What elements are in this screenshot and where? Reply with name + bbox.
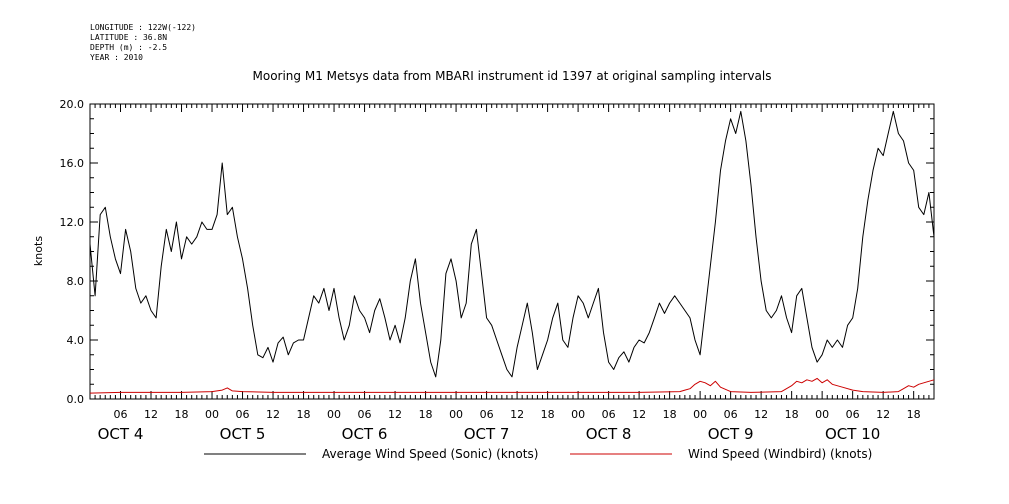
x-tick-label: 00 [205, 408, 219, 421]
day-label: OCT 8 [586, 425, 632, 443]
x-tick-label: 06 [480, 408, 494, 421]
meta-latitude: LATITUDE : 36.8N [90, 33, 167, 42]
x-tick-label: 18 [419, 408, 433, 421]
series-line-windbird [89, 377, 935, 394]
y-tick-label: 8.0 [67, 275, 85, 288]
day-label: OCT 6 [342, 425, 388, 443]
x-tick-label: 06 [724, 408, 738, 421]
metadata-block: LONGITUDE : 122W(-122) LATITUDE : 36.8N … [90, 23, 196, 62]
x-tick-label: 06 [358, 408, 372, 421]
y-tick-label: 20.0 [60, 98, 85, 111]
x-tick-label: 12 [632, 408, 646, 421]
chart-title: Mooring M1 Metsys data from MBARI instru… [253, 69, 772, 83]
meta-year: YEAR : 2010 [90, 53, 143, 62]
x-tick-label: 00 [449, 408, 463, 421]
x-tick-label: 06 [114, 408, 128, 421]
day-label: OCT 7 [464, 425, 510, 443]
y-axis-label: knots [32, 236, 45, 266]
y-tick-label: 4.0 [67, 334, 85, 347]
x-tick-label: 12 [388, 408, 402, 421]
x-tick-label: 12 [754, 408, 768, 421]
day-label: OCT 5 [220, 425, 266, 443]
x-tick-label: 18 [541, 408, 555, 421]
legend-label-sonic: Average Wind Speed (Sonic) (knots) [322, 447, 538, 461]
x-tick-label: 18 [907, 408, 921, 421]
x-tick-label: 12 [510, 408, 524, 421]
meta-longitude: LONGITUDE : 122W(-122) [90, 23, 196, 32]
x-tick-label: 18 [785, 408, 799, 421]
y-tick-label: 0.0 [67, 393, 85, 406]
meta-depth: DEPTH (m) : -2.5 [90, 43, 167, 52]
day-label: OCT 10 [825, 425, 880, 443]
x-tick-label: 12 [144, 408, 158, 421]
series-line-sonic [89, 110, 935, 378]
legend: Average Wind Speed (Sonic) (knots) Wind S… [204, 447, 872, 461]
day-label: OCT 9 [708, 425, 754, 443]
y-tick-label: 12.0 [60, 216, 85, 229]
x-tick-label: 18 [297, 408, 311, 421]
x-tick-label: 00 [693, 408, 707, 421]
x-tick-label: 12 [266, 408, 280, 421]
x-tick-label: 12 [876, 408, 890, 421]
plot-frame [89, 103, 935, 400]
x-tick-label: 00 [571, 408, 585, 421]
x-tick-label: 06 [236, 408, 250, 421]
x-tick-label: 00 [815, 408, 829, 421]
y-tick-label: 16.0 [60, 157, 85, 170]
x-tick-label: 00 [327, 408, 341, 421]
day-label: OCT 4 [98, 425, 144, 443]
series-layer [89, 110, 935, 394]
legend-label-windbird: Wind Speed (Windbird) (knots) [688, 447, 872, 461]
x-tick-label: 06 [602, 408, 616, 421]
axes-layer: 0.0 4.0 8.0 12.0 16.0 20.0 06 12 18 00 06 12 18 00 06 1… [60, 98, 935, 443]
x-tick-label: 18 [175, 408, 189, 421]
x-tick-label: 18 [663, 408, 677, 421]
x-tick-label: 06 [846, 408, 860, 421]
